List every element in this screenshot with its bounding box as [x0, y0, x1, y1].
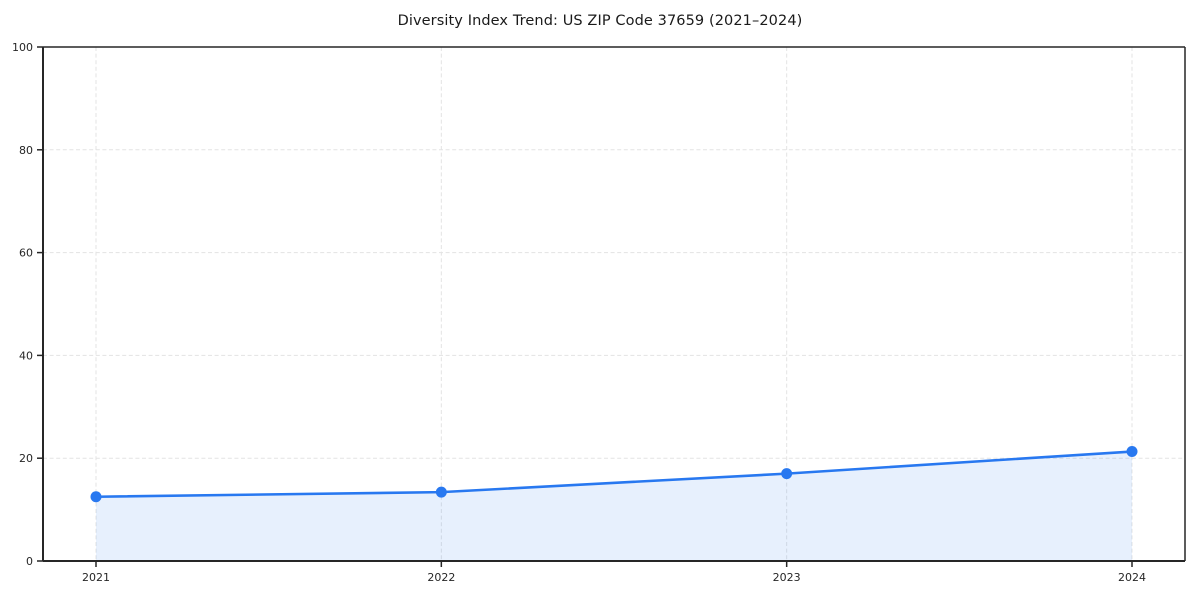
data-point [435, 486, 447, 498]
y-tick-label: 80 [19, 144, 33, 157]
area-fill [96, 451, 1132, 561]
x-tick-label: 2023 [773, 571, 801, 584]
data-point [781, 468, 793, 480]
y-tick-label: 0 [26, 555, 33, 568]
x-tick-label: 2021 [82, 571, 110, 584]
y-tick-label: 60 [19, 247, 33, 260]
y-tick-label: 20 [19, 452, 33, 465]
data-point [1126, 446, 1138, 458]
chart-title: Diversity Index Trend: US ZIP Code 37659… [397, 13, 803, 29]
data-point [90, 491, 102, 503]
x-tick-label: 2022 [427, 571, 455, 584]
y-tick-label: 100 [12, 41, 33, 54]
trend-line [94, 450, 1134, 499]
y-tick-label: 40 [19, 349, 33, 362]
x-tick-label: 2024 [1118, 571, 1146, 584]
